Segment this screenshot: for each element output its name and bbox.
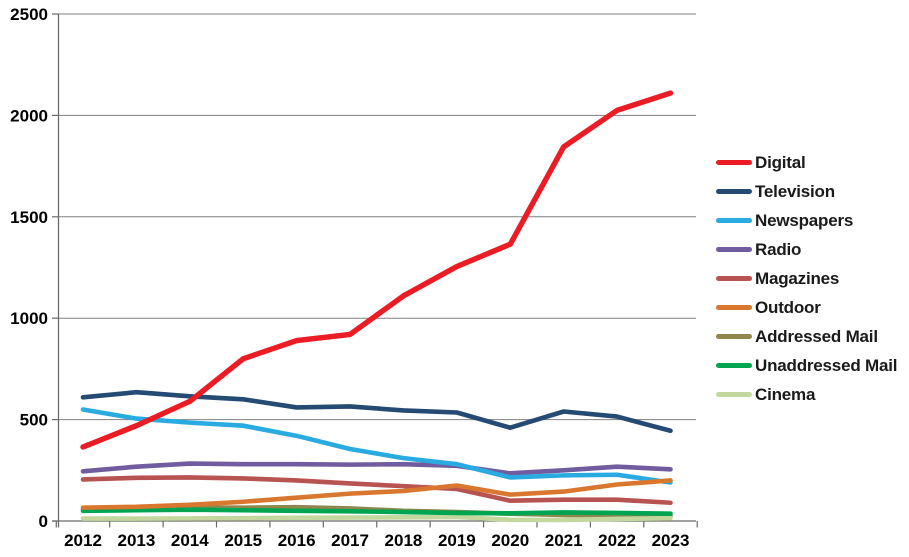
x-axis-tick-label: 2021: [545, 531, 583, 550]
legend-swatch-icon: [716, 333, 752, 340]
y-axis-tick-label: 0: [39, 512, 48, 531]
legend-swatch-icon: [716, 275, 752, 282]
legend-label: Newspapers: [755, 210, 854, 230]
legend-swatch-icon: [716, 362, 752, 369]
legend-label: Magazines: [755, 268, 840, 288]
x-axis-tick-label: 2015: [224, 531, 262, 550]
legend-swatch-icon: [716, 391, 752, 398]
series-line-newspapers: [80, 407, 673, 485]
legend-label: Digital: [755, 152, 806, 172]
y-axis-tick-label: 1000: [10, 309, 48, 328]
legend-label: Outdoor: [755, 297, 821, 317]
x-axis-tick-label: 2014: [171, 531, 209, 550]
legend-item-unaddressed-mail: Unaddressed Mail: [716, 351, 897, 380]
series-line-unaddressed-mail: [80, 507, 673, 516]
legend-item-television: Television: [716, 177, 897, 206]
series-line-outdoor: [80, 478, 673, 510]
x-axis-tick-label: 2016: [278, 531, 316, 550]
legend-item-addressed-mail: Addressed Mail: [716, 322, 897, 351]
x-axis-tick-label: 2013: [117, 531, 155, 550]
legend-label: Radio: [755, 239, 802, 259]
y-axis-tick-label: 500: [20, 411, 48, 430]
series-line-digital: [80, 90, 674, 450]
legend-label: Addressed Mail: [755, 326, 878, 346]
legend-label: Cinema: [755, 384, 816, 404]
x-axis-tick-label: 2020: [491, 531, 529, 550]
legend-swatch-icon: [716, 188, 752, 195]
series-line-cinema: [80, 514, 673, 523]
x-axis-tick-label: 2012: [64, 531, 102, 550]
x-axis-tick-label: 2017: [331, 531, 369, 550]
legend-label: Unaddressed Mail: [755, 355, 898, 375]
chart-legend: Digital Television Newspapers Radio Magazine…: [716, 148, 897, 409]
legend-swatch-icon: [716, 217, 752, 224]
series-line-magazines: [80, 475, 673, 506]
legend-item-digital: Digital: [716, 148, 897, 177]
legend-item-outdoor: Outdoor: [716, 293, 897, 322]
legend-swatch-icon: [716, 159, 752, 166]
x-axis-tick-label: 2022: [598, 531, 636, 550]
legend-item-magazines: Magazines: [716, 264, 897, 293]
legend-item-newspapers: Newspapers: [716, 206, 897, 235]
y-axis-tick-label: 2000: [10, 106, 48, 125]
legend-item-radio: Radio: [716, 235, 897, 264]
legend-swatch-icon: [716, 304, 752, 311]
y-axis-tick-label: 1500: [10, 208, 48, 227]
legend-swatch-icon: [716, 246, 752, 253]
y-axis-tick-label: 2500: [10, 5, 48, 24]
legend-item-cinema: Cinema: [716, 380, 897, 409]
series-line-radio: [80, 461, 673, 476]
legend-label: Television: [755, 181, 835, 201]
x-axis-tick-label: 2023: [652, 531, 690, 550]
x-axis-tick-label: 2019: [438, 531, 476, 550]
x-axis-tick-label: 2018: [385, 531, 423, 550]
series-line-television: [80, 389, 673, 434]
